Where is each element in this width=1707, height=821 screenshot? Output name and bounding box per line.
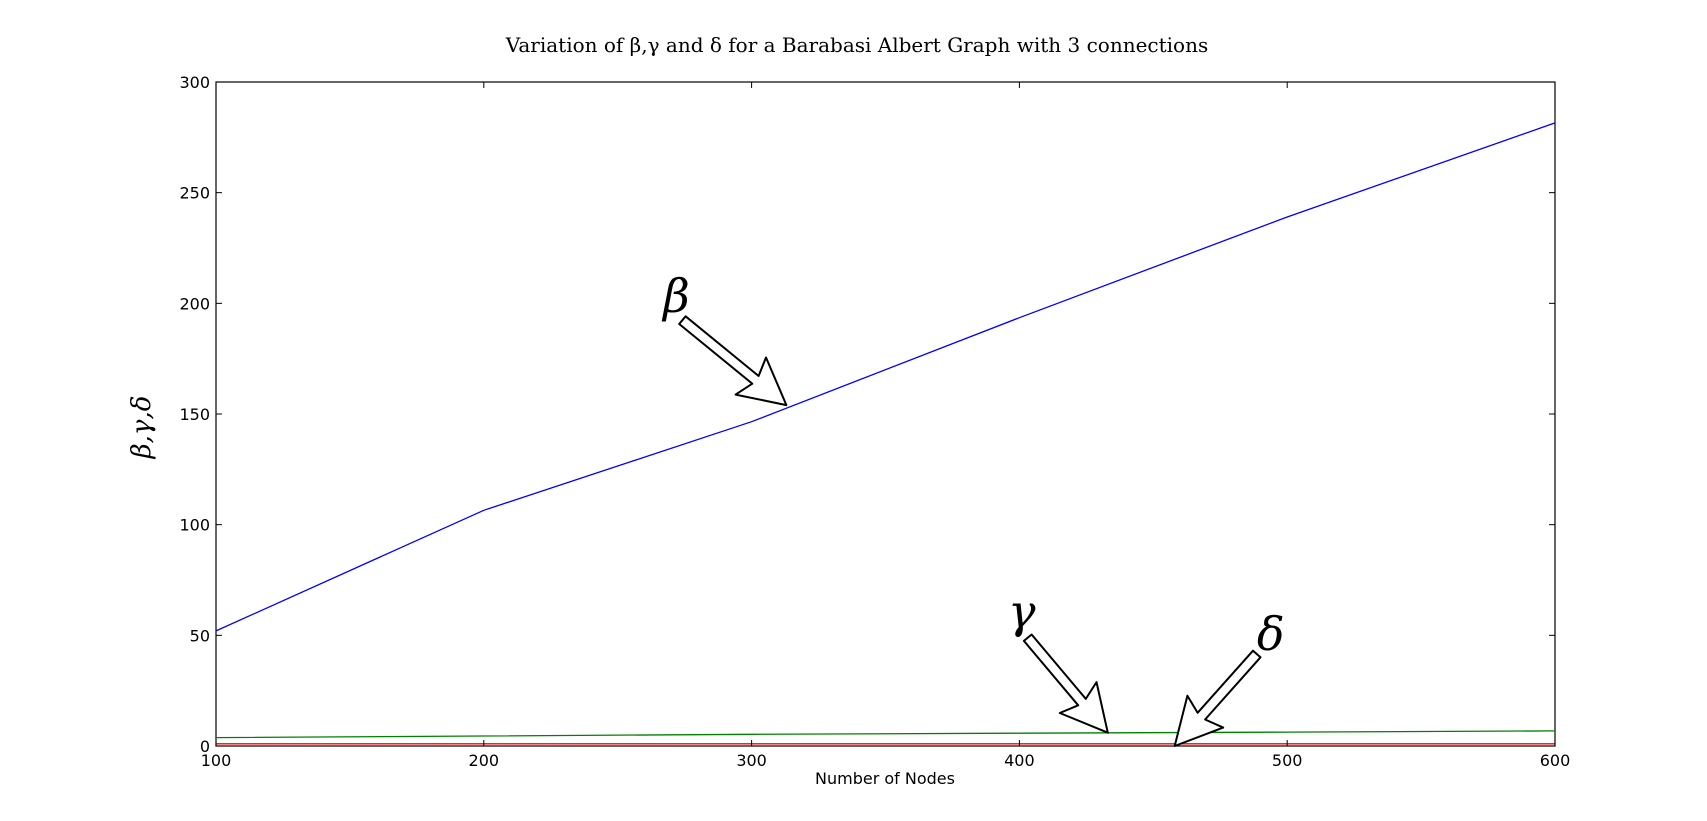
annotation-label: δ	[1257, 607, 1285, 661]
series-line-0	[215, 122, 1556, 632]
annotation-arrow	[1173, 649, 1262, 747]
y-tick-label: 0	[200, 737, 210, 756]
series-layer	[215, 122, 1556, 745]
tick-layer: 100 200 300 400 500 600 0 50 100 150 200 250 300	[179, 73, 1570, 770]
y-tick-label: 150	[179, 405, 210, 424]
x-tick-label: 600	[1540, 751, 1571, 770]
y-tick-label: 100	[179, 516, 210, 535]
x-tick-label: 500	[1272, 751, 1303, 770]
x-tick-label: 100	[201, 751, 232, 770]
x-tick-label: 300	[736, 751, 767, 770]
y-tick-label: 250	[179, 184, 210, 203]
plot-area	[215, 81, 1556, 747]
series-line-1	[215, 730, 1556, 739]
y-tick-label: 200	[179, 294, 210, 313]
annotation-layer: β γ δ	[661, 269, 1285, 747]
y-axis-label: β,γ,δ	[127, 396, 157, 460]
chart-title: Variation of β,γ and δ for a Barabasi Al…	[505, 33, 1208, 57]
annotation-arrow	[1022, 633, 1109, 734]
x-tick-label: 400	[1004, 751, 1035, 770]
annotation-label: β	[661, 269, 690, 323]
plot-frame	[215, 81, 1556, 747]
annotation-arrow	[678, 315, 788, 407]
y-tick-label: 300	[179, 73, 210, 92]
x-axis-label: Number of Nodes	[815, 769, 955, 788]
y-tick-label: 50	[190, 626, 210, 645]
x-tick-label: 200	[469, 751, 500, 770]
annotation-label: γ	[1008, 585, 1036, 639]
